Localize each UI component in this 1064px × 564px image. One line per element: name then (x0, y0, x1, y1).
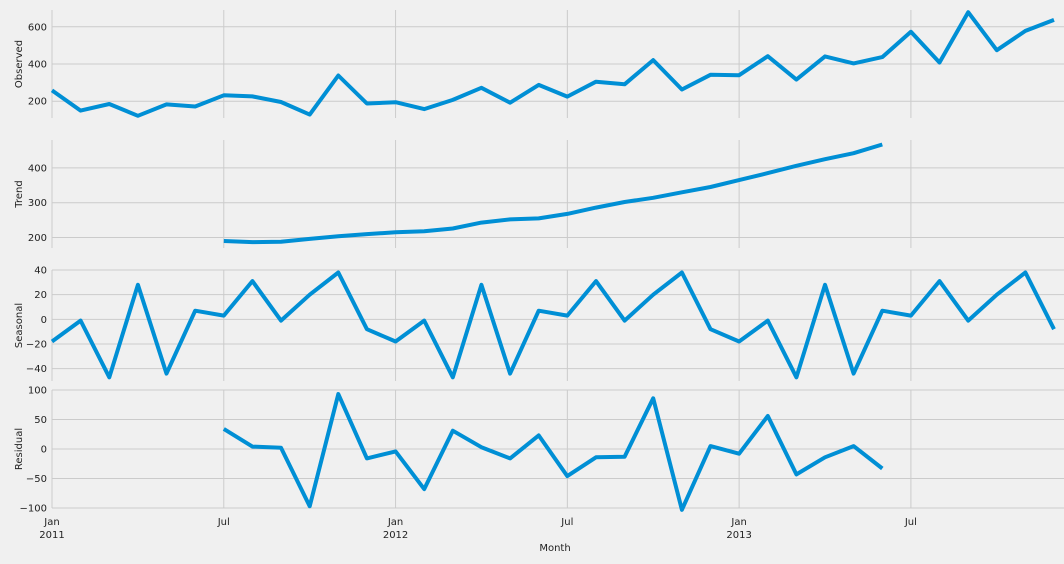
x-tick-label: Jul (904, 517, 917, 528)
x-tick-year-label: 2013 (726, 530, 751, 541)
seasonal-ytick-label: −40 (26, 364, 47, 375)
residual-ytick-label: 0 (41, 445, 47, 456)
trend-ytick-label: 300 (28, 198, 47, 209)
x-tick-label: Jul (560, 517, 573, 528)
observed-ytick-label: 200 (28, 97, 47, 108)
residual-ytick-label: 100 (28, 386, 47, 397)
observed-ytick-label: 400 (28, 60, 47, 71)
trend-ytick-label: 200 (28, 233, 47, 244)
x-axis-label: Month (539, 543, 570, 554)
x-axis: Jan 2011 Jul Jan 2012 Jul Jan 2013 Jul (39, 517, 917, 541)
seasonal-ytick-label: 0 (41, 315, 47, 326)
seasonal-series-line (52, 273, 1054, 378)
x-tick-label: Jul (217, 517, 230, 528)
residual-ytick-label: −50 (26, 474, 47, 485)
residual-ytick-label: −100 (20, 504, 47, 515)
observed-ylabel: Observed (14, 40, 25, 88)
x-tick-label: Jan (730, 517, 746, 528)
residual-ylabel: Residual (14, 428, 25, 470)
residual-ytick-label: 50 (34, 415, 47, 426)
seasonal-ylabel: Seasonal (14, 303, 25, 348)
residual-series-line (224, 394, 883, 510)
seasonal-ytick-label: −20 (26, 340, 47, 351)
x-tick-label: Jan (387, 517, 403, 528)
trend-series-line (224, 145, 883, 243)
residual-panel: −100 −50 0 50 100 Residual (14, 386, 1064, 515)
trend-ylabel: Trend (14, 180, 25, 208)
seasonal-ytick-label: 20 (34, 290, 47, 301)
x-tick-year-label: 2011 (39, 530, 64, 541)
trend-ytick-label: 400 (28, 163, 47, 174)
seasonal-ytick-label: 40 (34, 266, 47, 277)
observed-ytick-label: 600 (28, 22, 47, 33)
seasonal-panel: −40 −20 0 20 40 Seasonal (14, 266, 1064, 382)
x-tick-label: Jan (43, 517, 59, 528)
x-tick-year-label: 2012 (383, 530, 408, 541)
